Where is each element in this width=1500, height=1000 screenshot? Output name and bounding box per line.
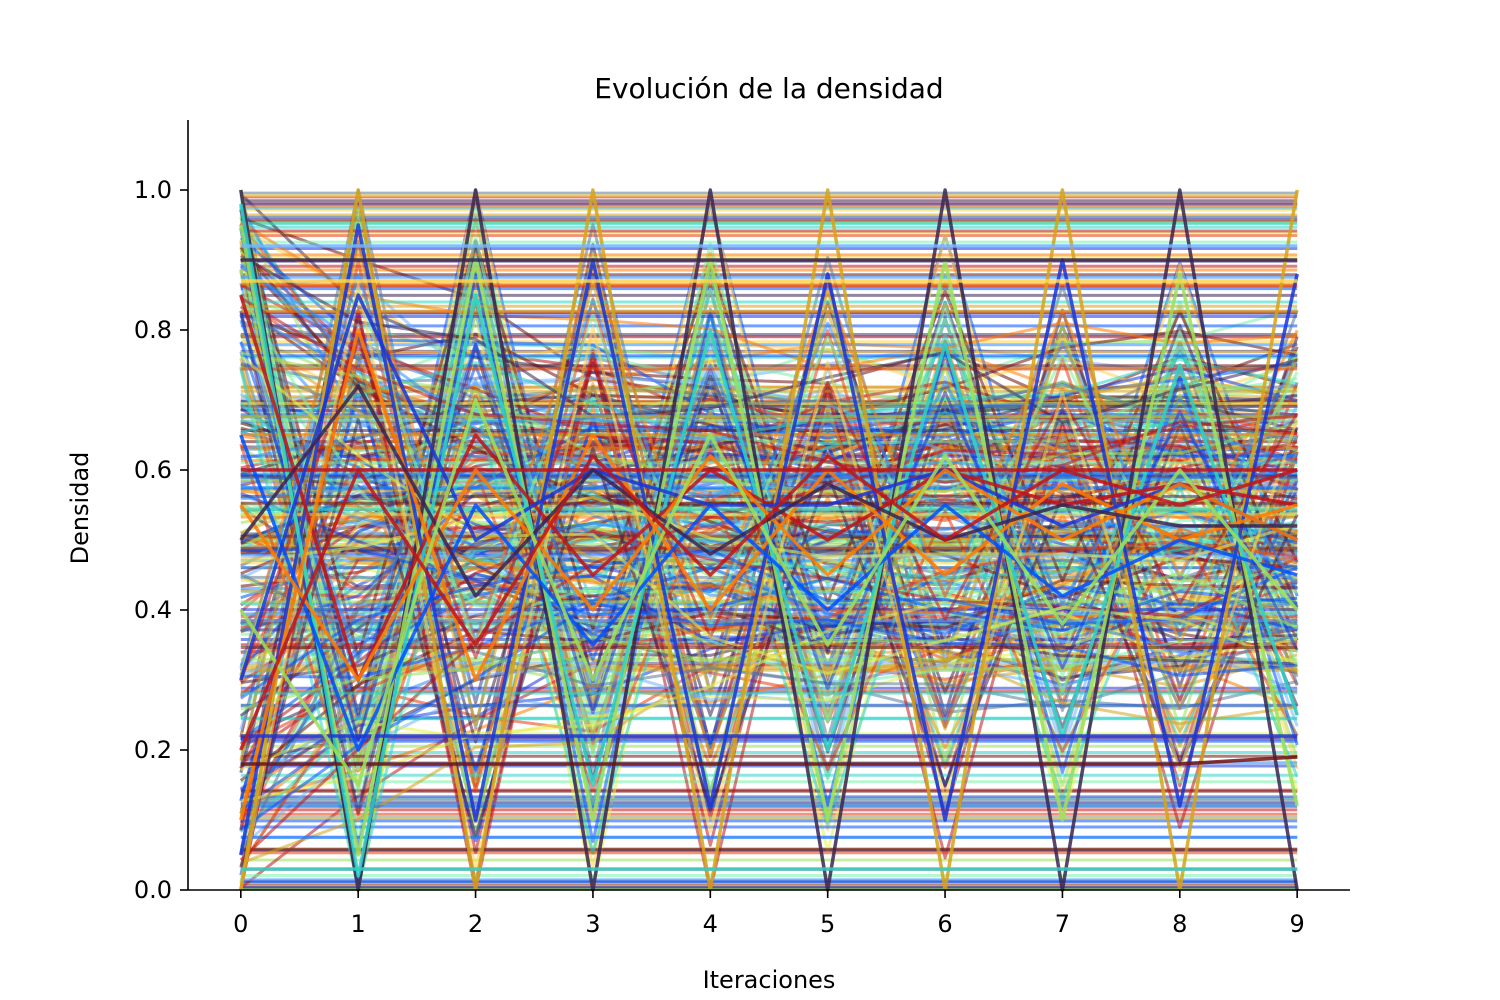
density-series-line [239,352,1299,814]
density-series-line [239,434,1298,752]
x-tick-label: 1 [351,910,366,938]
density-series-line [240,380,1298,550]
density-series-line [239,293,1298,681]
x-tick-label: 6 [937,910,952,938]
density-series-line [240,572,1298,709]
y-tick-label: 0.2 [134,736,172,764]
density-series-line [239,398,1299,787]
x-tick-label: 0 [233,910,248,938]
x-tick-label: 9 [1290,910,1305,938]
chart-title: Evolución de la densidad [594,72,943,105]
x-tick-label: 3 [585,910,600,938]
highlighted-series-group [239,188,1299,892]
y-tick-label: 0.0 [134,876,172,904]
x-tick-label: 7 [1055,910,1070,938]
density-series-line [240,571,1298,711]
density-series-line [239,354,1298,675]
density-series-line [240,254,1298,424]
x-tick-label: 4 [703,910,718,938]
y-tick-label: 1.0 [134,176,172,204]
y-axis-ticks: 0.0 0.2 0.4 0.6 0.8 1.0 [134,176,188,904]
density-series-line [240,311,1298,419]
density-series-line [240,296,1298,484]
x-axis-ticks: 0 1 2 3 4 5 6 7 8 9 [233,890,1305,938]
density-series-line [240,755,1298,766]
density-series-line [240,636,1298,702]
density-series-line [239,454,1298,751]
density-series-line [239,601,1298,831]
y-tick-label: 0.4 [134,596,172,624]
density-series-line [239,265,1298,652]
y-tick-label: 0.8 [134,316,172,344]
density-series-line [239,384,1298,598]
density-series-line [240,358,1298,440]
x-tick-label: 2 [468,910,483,938]
y-axis-label: Densidad [66,452,94,565]
x-tick-label: 5 [820,910,835,938]
x-tick-label: 8 [1172,910,1187,938]
y-tick-label: 0.6 [134,456,172,484]
density-series-line [240,432,1298,501]
density-series-line [239,548,1298,700]
x-axis-label: Iteraciones [703,966,836,994]
